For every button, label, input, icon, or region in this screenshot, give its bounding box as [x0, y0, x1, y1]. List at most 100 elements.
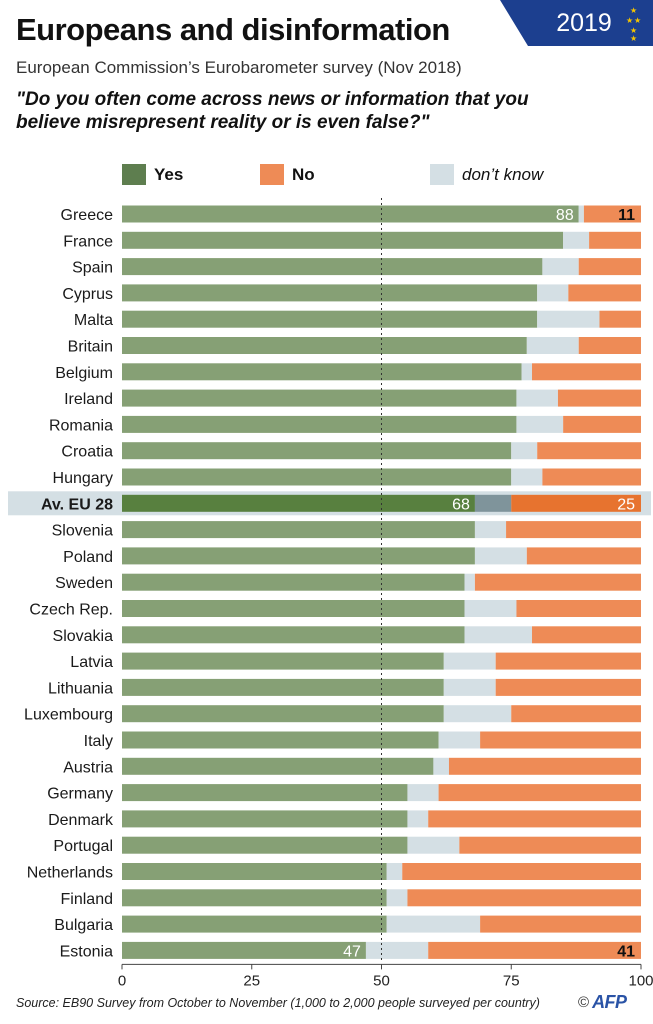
x-tick-label-100: 100 [628, 972, 653, 989]
bar-yes-slovenia [122, 521, 475, 539]
bar-dont-know-belgium [521, 363, 533, 381]
badge-year: 2019 [556, 9, 612, 37]
bar-dont-know-hungary [511, 468, 543, 486]
x-tick-label-0: 0 [118, 972, 126, 989]
category-label-croatia: Croatia [61, 444, 113, 461]
category-label-britain: Britain [68, 339, 113, 356]
category-label-cyprus: Cyprus [62, 286, 113, 303]
category-label-bulgaria: Bulgaria [54, 917, 113, 934]
category-label-france: France [63, 233, 113, 250]
data-label-no-greece: 11 [618, 207, 635, 224]
bar-dont-know-slovenia [474, 521, 507, 539]
bar-no-estonia [428, 941, 641, 959]
bar-dont-know-netherlands [386, 863, 403, 880]
legend-swatch-yes [122, 164, 146, 185]
category-label-romania: Romania [49, 417, 113, 434]
x-tick-label-50: 50 [373, 972, 390, 989]
bar-yes-portugal [122, 836, 408, 854]
bar-dont-know-finland [386, 889, 408, 907]
badge-background [500, 0, 653, 46]
bar-no-italy [480, 731, 641, 749]
bar-yes-luxembourg [122, 705, 444, 723]
bar-dont-know-slovakia [464, 626, 533, 644]
bar-dont-know-poland [474, 547, 527, 565]
bar-no-cyprus [568, 284, 641, 302]
bar-dont-know-lithuania [443, 678, 496, 696]
survey-question: "Do you often come across news or inform… [16, 89, 529, 133]
bar-yes-sweden [122, 573, 465, 591]
bar-yes-croatia [122, 442, 512, 460]
category-label-luxembourg: Luxembourg [24, 707, 113, 724]
bar-no-portugal [459, 836, 641, 854]
legend-swatch-no [260, 164, 284, 185]
bar-no-lithuania [495, 678, 641, 696]
afp-logo: AFP [592, 992, 627, 1012]
category-label-italy: Italy [84, 733, 113, 750]
bar-no-france [589, 231, 641, 249]
bar-dont-know-italy [438, 731, 481, 749]
bar-no-czech-rep [516, 600, 641, 617]
bar-no-av-eu-28 [511, 494, 641, 512]
afp-credit: © AFP [578, 992, 627, 1013]
legend-label-dont-know: don’t know [462, 164, 544, 184]
bar-yes-poland [122, 547, 475, 565]
bar-yes-austria [122, 757, 434, 775]
category-label-slovakia: Slovakia [53, 628, 114, 645]
category-label-ireland: Ireland [64, 391, 113, 408]
stacked-bar-chart: Greece France Spain Cyprus Malta Britain Belgi… [8, 198, 653, 989]
bar-no-greece [583, 205, 641, 223]
bar-yes-slovakia [122, 626, 465, 644]
bar-no-slovakia [532, 626, 641, 644]
data-label-no-estonia: 41 [617, 943, 635, 960]
bar-dont-know-bulgaria [386, 915, 481, 933]
bar-no-denmark [428, 810, 641, 828]
svg-text:★: ★ [630, 34, 637, 43]
bar-yes-av-eu-28 [122, 494, 475, 512]
data-label-yes-av-eu-28: 68 [452, 496, 470, 513]
bar-yes-czech-rep [122, 600, 465, 617]
bar-dont-know-denmark [407, 810, 429, 828]
source-note: Source: EB90 Survey from October to Nove… [16, 996, 540, 1010]
bar-yes-denmark [122, 810, 408, 828]
category-label-portugal: Portugal [53, 838, 113, 855]
category-label-sweden: Sweden [55, 575, 113, 592]
svg-text:★: ★ [630, 6, 637, 15]
svg-text:★: ★ [634, 16, 641, 25]
bar-no-hungary [542, 468, 641, 486]
bar-yes-greece [122, 205, 579, 223]
bar-no-belgium [532, 363, 641, 381]
bar-no-ireland [557, 389, 641, 407]
year-badge: 2019 ★ ★ ★ ★ ★ [500, 0, 653, 46]
category-label-poland: Poland [63, 549, 113, 566]
eu-stars-icon: ★ ★ ★ ★ ★ [626, 6, 641, 43]
category-label-austria: Austria [63, 759, 113, 776]
data-label-yes-greece: 88 [556, 207, 574, 224]
legend-dont-know: don’t know [430, 164, 543, 185]
bar-yes-italy [122, 731, 439, 749]
bar-no-britain [578, 337, 641, 354]
bar-yes-bulgaria [122, 915, 387, 933]
bar-no-luxembourg [511, 705, 641, 723]
bar-dont-know-portugal [407, 836, 460, 854]
bar-yes-latvia [122, 652, 444, 670]
legend-swatch-dont-know [430, 164, 454, 185]
category-label-finland: Finland [61, 891, 113, 908]
bar-dont-know-ireland [516, 389, 558, 407]
bar-dont-know-britain [526, 337, 579, 354]
bar-yes-belgium [122, 363, 522, 381]
svg-text:★: ★ [630, 26, 637, 35]
bar-yes-spain [122, 258, 543, 276]
bar-no-netherlands [402, 863, 641, 880]
bar-yes-france [122, 231, 564, 249]
bar-no-romania [563, 415, 641, 433]
category-label-netherlands: Netherlands [27, 865, 113, 882]
bar-dont-know-av-eu-28 [474, 494, 512, 512]
copyright-symbol: © [578, 994, 590, 1011]
bar-no-slovenia [506, 521, 641, 539]
legend-label-yes: Yes [154, 164, 184, 184]
bar-yes-germany [122, 784, 408, 802]
bar-yes-britain [122, 337, 527, 354]
bar-no-croatia [537, 442, 641, 460]
category-label-germany: Germany [47, 786, 113, 803]
x-tick-label-25: 25 [243, 972, 260, 989]
